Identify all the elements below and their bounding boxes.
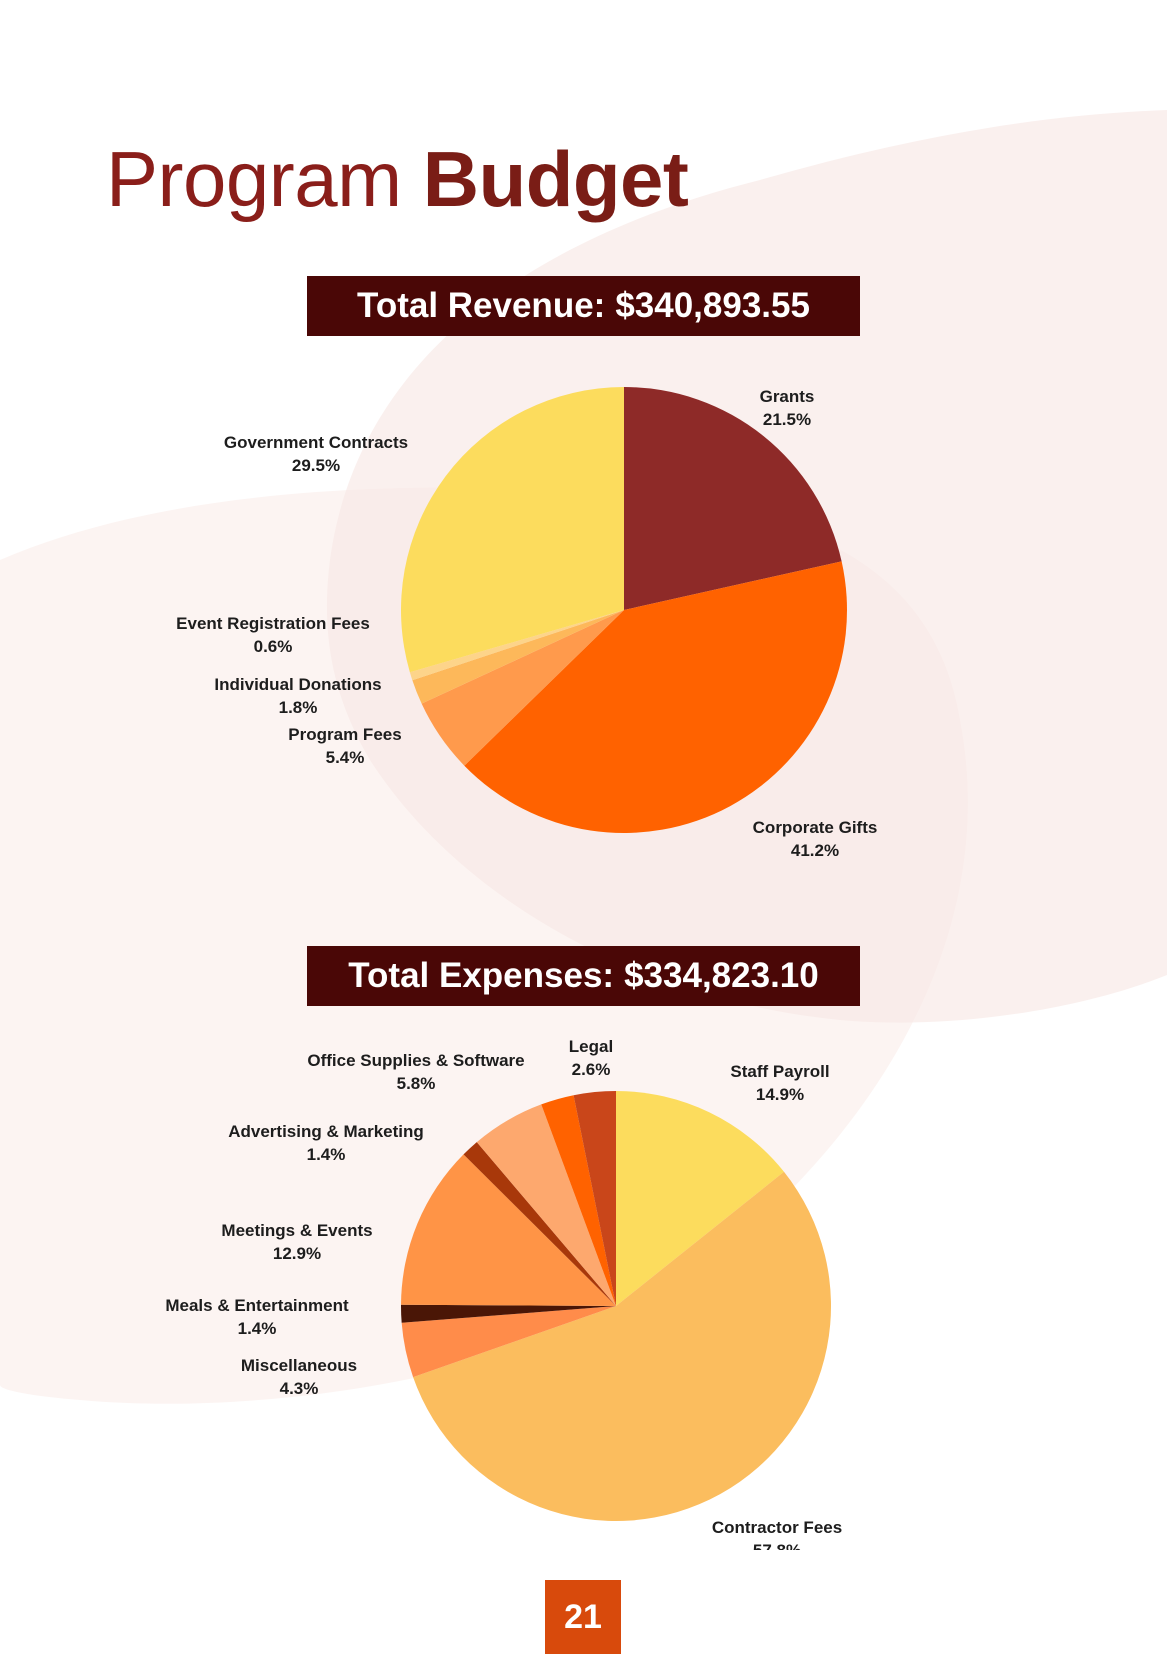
title-bold: Budget [422,135,689,223]
slice-label-advertising-and-marketing: Advertising & Marketing [228,1122,424,1141]
slice-value-legal: 2.6% [572,1060,611,1079]
title-light: Program [106,135,402,223]
slice-value-government-contracts: 29.5% [292,456,340,475]
slice-label-legal: Legal [569,1037,613,1056]
slice-label-government-contracts: Government Contracts [224,433,408,452]
pie-slice-meetings-and-events [401,1154,616,1306]
pie-slice-miscellaneous [401,1306,616,1378]
slice-label-office-supplies-and-software: Office Supplies & Software [307,1051,524,1070]
slice-label-meetings-and-events: Meetings & Events [221,1221,372,1240]
expenses-banner: Total Expenses: $334,823.10 [307,946,860,1006]
slice-value-meals-and-entertainment: 1.4% [238,1319,277,1338]
slice-value-grants: 21.5% [763,410,811,429]
revenue-pie-chart: Grants 21.5% Corporate Gifts 41.2% Program F… [176,387,878,860]
slice-value-miscellaneous: 4.3% [280,1379,319,1398]
pie-slice-corporate-gifts [464,561,847,834]
pie-slice-event-registration-fees [409,610,624,681]
slice-label-grants: Grants [760,387,815,406]
revenue-total: $340,893.55 [615,286,810,325]
expenses-banner-label: Total Expenses: [348,956,615,995]
slice-label-corporate-gifts: Corporate Gifts [753,818,878,837]
slice-value-staff-payroll: 14.9% [756,1085,804,1104]
slice-label-staff-payroll: Staff Payroll [730,1062,829,1081]
slice-value-contractor-fees: 57.8% [753,1541,801,1550]
slice-label-meals-and-entertainment: Meals & Entertainment [165,1296,349,1315]
expenses-total: $334,823.10 [624,956,819,995]
slice-value-individual-donations: 1.8% [279,698,318,717]
page-title: Program Budget [106,140,689,218]
revenue-banner: Total Revenue: $340,893.55 [307,276,860,336]
slice-value-corporate-gifts: 41.2% [791,841,839,860]
slice-label-miscellaneous: Miscellaneous [241,1356,357,1375]
pie-slice-contractor-fees [413,1171,831,1521]
pie-slice-individual-donations [412,610,624,704]
pie-slice-meals-and-entertainment [401,1304,616,1323]
pie-slice-staff-payroll [616,1091,784,1306]
expenses-pie-chart: Staff Payroll 14.9% Contractor Fees 57.8% Mi… [165,1037,842,1550]
pie-slice-government-contracts [401,387,624,673]
pie-slice-advertising-and-marketing [463,1142,616,1306]
pie-slice-office-supplies-and-software [476,1104,616,1306]
revenue-banner-label: Total Revenue: [357,286,606,325]
pie-slice-legal [541,1095,616,1306]
slice-value-advertising-and-marketing: 1.4% [307,1145,346,1164]
slice-label-program-fees: Program Fees [288,725,401,744]
pie-slice-other [573,1091,616,1306]
slice-value-program-fees: 5.4% [326,748,365,767]
slice-label-contractor-fees: Contractor Fees [712,1518,842,1537]
slice-value-meetings-and-events: 12.9% [273,1244,321,1263]
page-number: 21 [545,1580,621,1654]
slice-label-event-registration-fees: Event Registration Fees [176,614,370,633]
slice-label-individual-donations: Individual Donations [214,675,381,694]
pie-slice-grants [624,387,842,610]
slice-value-event-registration-fees: 0.6% [254,637,293,656]
slice-value-office-supplies-and-software: 5.8% [397,1074,436,1093]
pie-slice-program-fees [421,610,624,766]
